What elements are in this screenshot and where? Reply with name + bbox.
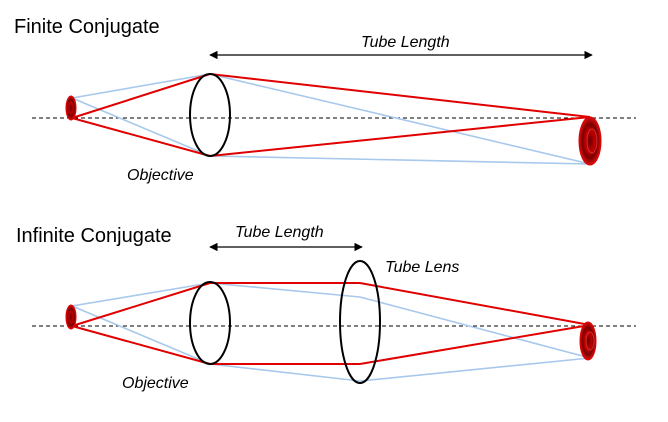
tube-lens-label: Tube Lens: [385, 259, 459, 276]
finite-image-icon: [578, 116, 602, 166]
finite-image-ring: [586, 128, 598, 154]
finite-chief-rays: [71, 73, 591, 165]
finite-object-icon: [65, 95, 77, 121]
infinite-marginal-rays: [71, 282, 591, 365]
finite-objective-lens: [189, 73, 231, 157]
infinite-tube-length-label: Tube Length: [235, 224, 324, 241]
infinite-objective-label: Objective: [122, 375, 189, 392]
finite-marginal-rays: [71, 73, 591, 157]
infinite-objective-lens: [189, 281, 231, 365]
finite-conjugate-title: Finite Conjugate: [14, 16, 160, 38]
finite-tube-length-label: Tube Length: [361, 34, 450, 51]
infinite-conjugate-section: Infinite Conjugate Tube Length Tube Lens: [16, 224, 636, 392]
tube-lens: [339, 260, 381, 384]
finite-conjugate-section: Finite Conjugate Tube Length Objective: [14, 16, 636, 184]
infinite-image-icon: [579, 321, 597, 361]
infinite-chief-rays: [71, 282, 591, 382]
infinite-image-ring: [585, 331, 595, 351]
finite-objective-label: Objective: [127, 167, 194, 184]
infinite-object-icon: [65, 304, 77, 330]
infinite-conjugate-title: Infinite Conjugate: [16, 225, 172, 247]
